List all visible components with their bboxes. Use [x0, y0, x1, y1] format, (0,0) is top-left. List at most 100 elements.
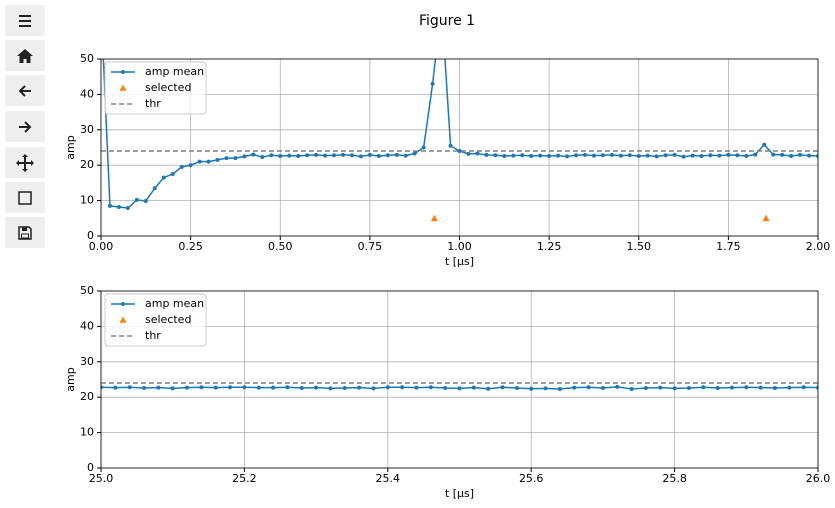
x-tick-label: 0.25: [178, 240, 203, 253]
pan-button[interactable]: [5, 147, 45, 178]
data-point: [113, 385, 118, 390]
data-point: [256, 385, 261, 390]
data-point: [816, 153, 818, 158]
data-point: [403, 153, 408, 158]
data-point: [574, 153, 579, 158]
data-point: [299, 385, 304, 390]
data-point: [772, 385, 777, 390]
data-point: [199, 385, 204, 390]
data-point: [557, 387, 562, 392]
data-point: [565, 154, 570, 159]
data-point: [726, 152, 731, 157]
legend-swatch: [119, 84, 127, 91]
x-tick-label: 1.75: [716, 240, 741, 253]
data-point: [466, 151, 471, 156]
data-point: [502, 153, 507, 158]
data-point: [428, 385, 433, 390]
data-point: [242, 385, 247, 390]
forward-button[interactable]: [5, 111, 45, 142]
data-point: [771, 152, 776, 157]
legend-label: amp mean: [145, 65, 204, 78]
data-point: [663, 153, 668, 158]
y-tick-label: 20: [80, 158, 94, 171]
legend-label: selected: [145, 313, 191, 326]
data-point: [457, 386, 462, 391]
data-point: [600, 385, 605, 390]
axes-frame: [100, 290, 819, 469]
data-point: [816, 385, 818, 390]
data-point: [758, 385, 763, 390]
data-point: [618, 153, 623, 158]
data-point: [643, 385, 648, 390]
y-tick-label: 50: [80, 284, 94, 297]
menu-button[interactable]: [5, 5, 45, 36]
data-point: [206, 159, 211, 164]
data-point: [376, 153, 381, 158]
x-tick-label: 25.8: [662, 472, 687, 485]
data-point: [143, 198, 148, 203]
y-axis-label: amp: [64, 135, 77, 159]
data-point: [672, 152, 677, 157]
data-point: [134, 197, 139, 202]
legend-label: thr: [145, 97, 161, 110]
data-point: [715, 385, 720, 390]
selected-marker: [762, 214, 770, 222]
data-point: [762, 142, 767, 147]
legend-swatch-marker: [121, 70, 125, 74]
y-tick-label: 0: [87, 229, 94, 242]
y-tick-label: 10: [80, 194, 94, 207]
data-point: [708, 153, 713, 158]
data-point: [629, 387, 634, 392]
data-point: [161, 175, 166, 180]
back-button[interactable]: [5, 75, 45, 106]
data-point: [735, 153, 740, 158]
data-point: [440, 4, 444, 8]
data-point: [807, 153, 812, 158]
data-point: [430, 81, 435, 86]
data-point: [278, 153, 283, 158]
data-point: [572, 385, 577, 390]
data-point: [753, 152, 758, 157]
home-button[interactable]: [5, 40, 45, 71]
data-point: [484, 152, 489, 157]
data-point: [349, 153, 354, 158]
data-point: [152, 186, 157, 191]
data-point: [457, 149, 462, 154]
data-point: [215, 157, 220, 162]
data-point: [672, 386, 677, 391]
axes-frame: [100, 58, 819, 237]
data-point: [385, 153, 390, 158]
data-point: [658, 385, 663, 390]
data-point: [471, 385, 476, 390]
x-tick-label: 2.00: [806, 240, 831, 253]
data-point: [400, 385, 405, 390]
data-point: [332, 153, 337, 158]
data-point: [543, 386, 548, 391]
save-button[interactable]: [5, 217, 45, 248]
data-point: [107, 203, 112, 208]
data-point: [197, 159, 202, 164]
data-point: [645, 153, 650, 158]
x-tick-label: 26.0: [806, 472, 831, 485]
data-point: [185, 385, 190, 390]
data-point: [414, 385, 419, 390]
data-point: [101, 385, 103, 390]
data-point: [357, 385, 362, 390]
y-tick-label: 30: [80, 355, 94, 368]
x-tick-label: 0.50: [268, 240, 293, 253]
data-point: [744, 153, 749, 158]
data-point: [787, 385, 792, 390]
x-tick-label: 0.75: [358, 240, 383, 253]
x-tick-label: 25.4: [376, 472, 401, 485]
data-point: [538, 153, 543, 158]
selected-marker: [430, 214, 438, 222]
zoom-button[interactable]: [5, 182, 45, 213]
y-tick-label: 10: [80, 426, 94, 439]
data-point: [314, 152, 319, 157]
data-point: [636, 153, 641, 158]
data-point: [448, 143, 453, 148]
data-point: [314, 385, 319, 390]
window-title: Figure 1: [419, 13, 475, 29]
data-point: [729, 385, 734, 390]
